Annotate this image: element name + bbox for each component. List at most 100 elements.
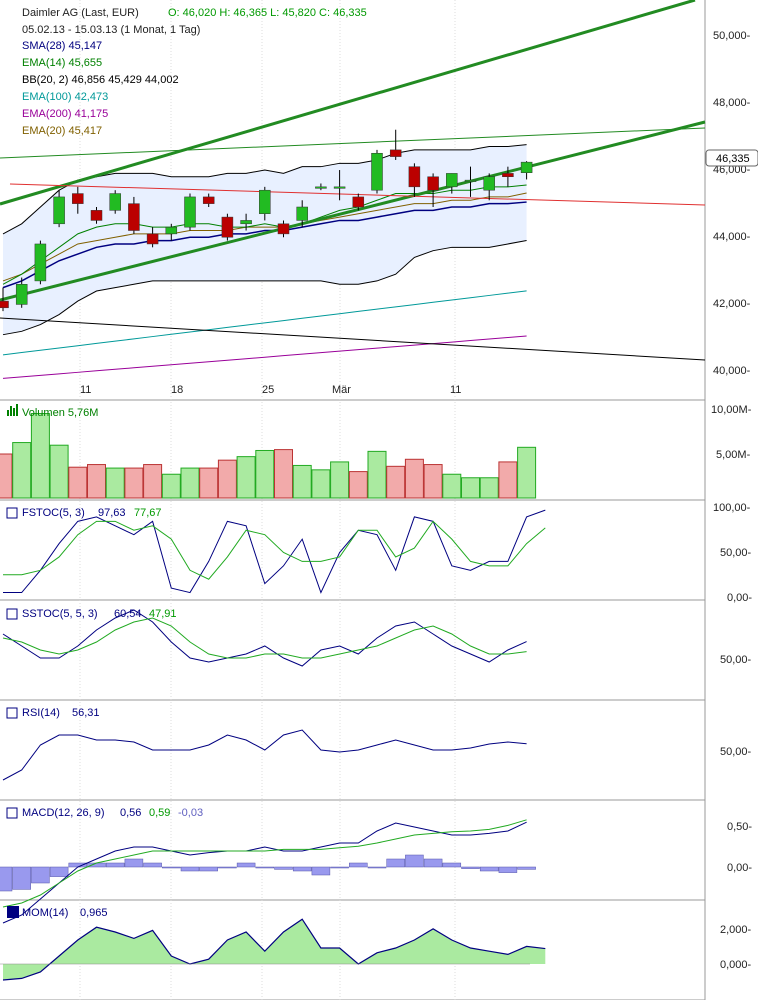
fstoc-tick: 50,00-: [720, 547, 752, 559]
mom-name: MOM(14): [22, 907, 68, 919]
candle-body: [184, 196, 196, 228]
fstoc-d-line: [3, 520, 546, 580]
sstoc-name: SSTOC(5, 5, 3): [22, 608, 98, 620]
fstoc-k-line: [3, 509, 546, 594]
price-tick: 50,000-: [713, 30, 751, 42]
macd-signal-line: [2, 819, 527, 908]
macd-histogram-bar: [105, 862, 125, 868]
ema100-line: [2, 290, 527, 356]
macd-hist-value: -0,03: [178, 807, 203, 819]
volume-tick: 5,00M-: [716, 449, 751, 461]
legend-ema100: EMA(100) 42,473: [22, 91, 108, 103]
volume-bar: [124, 467, 144, 499]
candle-body: [296, 206, 308, 221]
candle-body: [259, 189, 271, 214]
indicator-icon: [6, 707, 18, 719]
candle-body: [277, 223, 290, 235]
x-tick: 25: [262, 384, 274, 396]
mom-tick: 2,000-: [720, 924, 752, 936]
bollinger-lower-line: [2, 240, 527, 336]
volume-bar: [180, 467, 200, 499]
momentum-icon: [7, 906, 19, 918]
date-range: 05.02.13 - 15.03.13 (1 Monat, 1 Tag): [22, 24, 200, 36]
macd-signal-value: 0,59: [149, 807, 170, 819]
fstoc-tick: 0,00-: [727, 592, 752, 604]
momentum-line: [2, 918, 546, 981]
rsi-value: 56,31: [72, 707, 100, 719]
sstoc-k-line: [2, 609, 527, 667]
macd-histogram-bar: [49, 866, 69, 877]
volume-bar: [423, 464, 443, 499]
rsi-line: [2, 729, 527, 781]
fstoc-name: FSTOC(5, 3): [22, 507, 85, 519]
volume-bar: [143, 464, 163, 499]
price-tick: 42,000-: [713, 298, 751, 310]
ema20-line: [2, 192, 527, 282]
volume-label: Volumen 5,76M: [22, 407, 98, 419]
volume-bar: [498, 461, 518, 499]
volume-bar: [199, 467, 219, 499]
bar-chart-icon: [7, 404, 18, 416]
volume-tick: 10,00M-: [711, 404, 752, 416]
macd-histogram-bar: [405, 854, 424, 868]
legend-ema200: EMA(200) 41,175: [22, 108, 108, 120]
price-tick: 44,000-: [713, 231, 751, 243]
candle-body: [0, 300, 9, 309]
candle-body: [502, 173, 514, 178]
sstoc-value-d: 47,91: [149, 608, 177, 620]
macd-histogram-bar: [386, 858, 405, 868]
indicator-icon: [6, 807, 18, 819]
candle-body: [53, 196, 65, 225]
macd-tick: 0,00-: [727, 862, 752, 874]
rsi-name: RSI(14): [22, 707, 60, 719]
price-tick: 46,000-: [713, 164, 751, 176]
macd-histogram-bar: [461, 866, 480, 869]
volume-bar: [255, 449, 275, 499]
macd-histogram-bar: [68, 862, 88, 868]
volume-bar: [87, 464, 106, 499]
macd-histogram-bar: [330, 866, 349, 869]
x-tick: 18: [171, 384, 183, 396]
candle-body: [109, 193, 121, 211]
sstoc-value-k: 60,54: [114, 608, 142, 620]
candle-body: [483, 176, 495, 191]
x-tick: 11: [80, 384, 91, 396]
macd-histogram-bar: [274, 866, 293, 870]
macd-histogram-bar: [180, 866, 200, 872]
macd-histogram-bar: [218, 866, 237, 869]
resistance-line: [9, 183, 706, 206]
panel-frames: [0, 0, 706, 1000]
indicator-icon: [6, 608, 18, 620]
candle-body: [520, 161, 533, 173]
candle-body: [352, 196, 365, 208]
fstoc-value-d: 77,67: [134, 507, 162, 519]
volume-bar: [311, 469, 331, 499]
x-tick: Mär: [332, 384, 351, 396]
macd-histogram-bar: [517, 866, 536, 870]
mom-tick: 0,000-: [720, 959, 752, 971]
macd-histogram-bar: [162, 866, 181, 869]
last-price: 46,335: [716, 153, 750, 165]
macd-name: MACD(12, 26, 9): [22, 807, 105, 819]
sstoc-tick: 50,00-: [720, 654, 752, 666]
candle-body: [427, 176, 439, 191]
macd-histogram-bar: [349, 862, 368, 868]
candle-body: [146, 233, 159, 245]
volume-bar: [105, 467, 125, 499]
long-trend-line: [0, 317, 706, 361]
trend-line-thin: [0, 127, 706, 159]
volume-bar: [442, 473, 462, 499]
candle-body: [240, 220, 252, 225]
macd-histogram-bar: [12, 866, 31, 890]
macd-histogram-bar: [143, 862, 162, 868]
rsi-tick: 50,00-: [720, 746, 752, 758]
legend-ema14: EMA(14) 45,655: [22, 57, 102, 69]
macd-histogram-bar: [236, 862, 256, 868]
candle-body: [72, 193, 84, 204]
candle-body: [371, 152, 383, 191]
volume-bar: [161, 473, 181, 499]
sstoc-d-line: [2, 617, 527, 659]
volume-bar: [12, 442, 32, 499]
volume-bar: [517, 446, 537, 499]
